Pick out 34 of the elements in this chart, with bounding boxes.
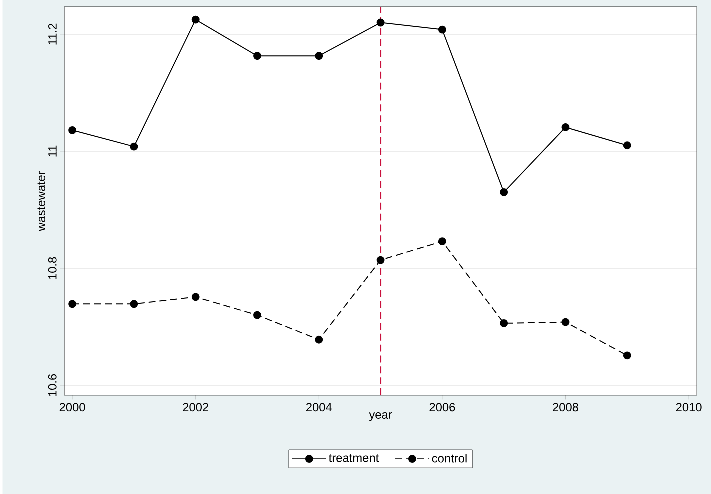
point — [438, 26, 446, 34]
y-tick-label: 10.8 — [48, 257, 57, 280]
legend-label: treatment — [329, 454, 380, 462]
x-tick-label: 2000 — [60, 403, 86, 412]
point — [500, 188, 508, 196]
y-tick-label: 10.6 — [48, 374, 57, 396]
y-tick-label: 11.2 — [48, 24, 57, 45]
x-tick-label: 2008 — [553, 403, 578, 412]
point — [562, 123, 570, 132]
point — [254, 311, 262, 320]
point — [254, 52, 262, 60]
y-axis-title: wastewater — [38, 171, 46, 232]
point — [192, 293, 200, 302]
point — [623, 142, 632, 150]
point — [68, 126, 77, 134]
point — [130, 300, 138, 308]
point — [68, 300, 77, 308]
legend-label: control — [432, 454, 467, 463]
x-tick-label: 2006 — [430, 403, 456, 412]
x-tick-label: 2002 — [183, 403, 208, 412]
point — [376, 18, 385, 27]
point — [500, 319, 508, 328]
point — [562, 318, 570, 326]
point — [130, 142, 138, 151]
y-tick-label: 11 — [48, 146, 57, 157]
point — [192, 16, 200, 24]
point — [376, 256, 385, 264]
x-axis-title: year — [369, 412, 392, 422]
x-tick-label: 2004 — [306, 403, 332, 412]
point — [315, 52, 324, 60]
point — [315, 336, 324, 344]
x-tick-label: 2010 — [676, 403, 702, 412]
point — [623, 352, 632, 360]
point — [438, 238, 446, 246]
